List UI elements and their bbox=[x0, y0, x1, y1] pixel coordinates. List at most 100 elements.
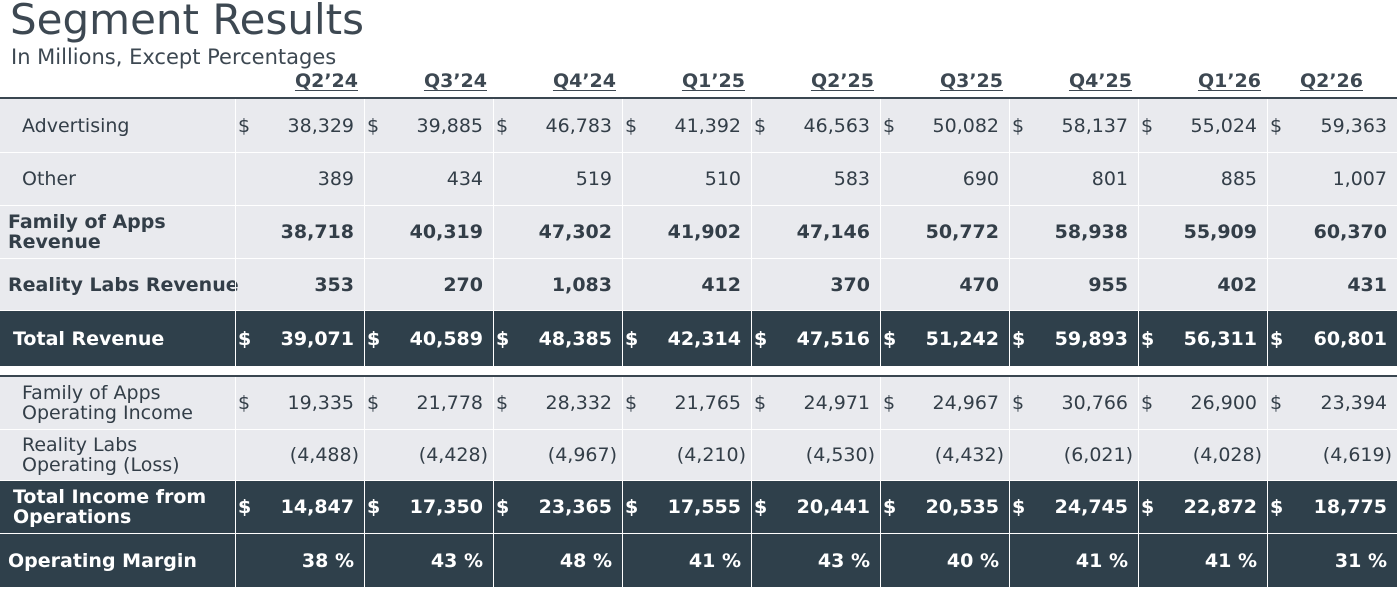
table-cell: 1,007 bbox=[1267, 153, 1397, 205]
page-title: Segment Results bbox=[10, 0, 365, 44]
currency-symbol: $ bbox=[1012, 327, 1026, 350]
table-cell: $39,071 bbox=[235, 311, 364, 366]
cell-value: 353 bbox=[314, 273, 354, 296]
table-cell: 510 bbox=[622, 153, 751, 205]
period-header: Q1’26 bbox=[1138, 70, 1267, 96]
table-cell: $40,589 bbox=[364, 311, 493, 366]
period-header: Q4’25 bbox=[1009, 70, 1138, 96]
cell-value: 24,967 bbox=[932, 392, 999, 414]
cell-value: 43 % bbox=[817, 549, 870, 572]
cell-value: 519 bbox=[575, 168, 612, 190]
cell-value: 20,441 bbox=[796, 496, 870, 518]
table-cell: (4,028) bbox=[1138, 430, 1267, 480]
table-cell: $20,441 bbox=[751, 481, 880, 533]
table-cell: $42,314 bbox=[622, 311, 751, 366]
table-cell: 47,302 bbox=[493, 206, 622, 258]
cell-value: 41,902 bbox=[667, 221, 741, 243]
cell-value: 40,589 bbox=[409, 327, 483, 350]
table-cell: (4,210) bbox=[622, 430, 751, 480]
cell-value: 38,718 bbox=[280, 221, 354, 243]
cell-value: 30,766 bbox=[1061, 392, 1128, 414]
currency-symbol: $ bbox=[1270, 327, 1284, 350]
table-cell: 412 bbox=[622, 259, 751, 310]
cell-value: 47,146 bbox=[796, 221, 870, 243]
table-cell: $39,885 bbox=[364, 99, 493, 152]
cell-value: 46,783 bbox=[545, 114, 612, 137]
currency-symbol: $ bbox=[238, 114, 251, 137]
cell-value: (4,028) bbox=[1192, 444, 1262, 466]
cell-value: 51,242 bbox=[925, 327, 999, 350]
cell-value: 690 bbox=[962, 168, 999, 190]
table-row: Operating Margin 38 % 43 % 48 % 41 % 43 % 40 %… bbox=[0, 534, 1397, 587]
currency-symbol: $ bbox=[496, 392, 509, 414]
row-label: Family of Apps Revenue bbox=[8, 211, 166, 253]
table-row: Family of Apps Operating Income $19,335 $21… bbox=[0, 377, 1397, 429]
cell-value: 402 bbox=[1217, 273, 1257, 296]
table-cell: 43 % bbox=[751, 534, 880, 587]
cell-value: 431 bbox=[1347, 273, 1387, 296]
table-cell: $14,847 bbox=[235, 481, 364, 533]
table-cell: (4,967) bbox=[493, 430, 622, 480]
cell-value: 59,893 bbox=[1054, 327, 1128, 350]
currency-symbol: $ bbox=[625, 327, 639, 350]
table-cell: 58,938 bbox=[1009, 206, 1138, 258]
cell-value: 56,311 bbox=[1183, 327, 1257, 350]
currency-symbol: $ bbox=[625, 496, 639, 518]
currency-symbol: $ bbox=[367, 392, 380, 414]
cell-value: 47,302 bbox=[538, 221, 612, 243]
currency-symbol: $ bbox=[883, 496, 897, 518]
cell-value: 31 % bbox=[1334, 549, 1387, 572]
cell-value: 50,772 bbox=[925, 221, 999, 243]
period-header-label: Q1’26 bbox=[1197, 70, 1261, 92]
period-header-label: Q3’25 bbox=[939, 70, 1003, 92]
period-header-label: Q4’25 bbox=[1068, 70, 1132, 92]
table-cell: $24,967 bbox=[880, 377, 1009, 429]
table-cell: 955 bbox=[1009, 259, 1138, 310]
currency-symbol: $ bbox=[238, 496, 252, 518]
table-cell: $21,765 bbox=[622, 377, 751, 429]
table-cell: $26,900 bbox=[1138, 377, 1267, 429]
cell-value: 270 bbox=[443, 273, 483, 296]
table-cell: $21,778 bbox=[364, 377, 493, 429]
top-divider bbox=[0, 97, 1397, 99]
currency-symbol: $ bbox=[367, 114, 380, 137]
table-cell: 40,319 bbox=[364, 206, 493, 258]
currency-symbol: $ bbox=[1012, 392, 1025, 414]
table-cell: 519 bbox=[493, 153, 622, 205]
table-cell: 43 % bbox=[364, 534, 493, 587]
cell-value: 470 bbox=[959, 273, 999, 296]
period-header: Q2’25 bbox=[751, 70, 880, 96]
row-label: Operating Margin bbox=[8, 549, 197, 572]
currency-symbol: $ bbox=[1270, 496, 1284, 518]
cell-value: 370 bbox=[830, 273, 870, 296]
cell-value: 55,024 bbox=[1190, 114, 1257, 137]
table-row: Other 389 434 519 510 583 690 801 885 1,007 bbox=[0, 153, 1397, 205]
table-cell: 48 % bbox=[493, 534, 622, 587]
cell-value: 41 % bbox=[1075, 549, 1128, 572]
currency-symbol: $ bbox=[1141, 392, 1154, 414]
table-cell: 41,902 bbox=[622, 206, 751, 258]
cell-value: (4,428) bbox=[418, 444, 488, 466]
table-cell: $58,137 bbox=[1009, 99, 1138, 152]
period-header: Q3’25 bbox=[880, 70, 1009, 96]
row-label: Other bbox=[22, 168, 76, 190]
currency-symbol: $ bbox=[883, 392, 896, 414]
cell-value: (4,619) bbox=[1322, 444, 1392, 466]
currency-symbol: $ bbox=[625, 392, 638, 414]
currency-symbol: $ bbox=[625, 114, 638, 137]
cell-value: 24,971 bbox=[803, 392, 870, 414]
cell-value: 389 bbox=[317, 168, 354, 190]
table-cell: $24,971 bbox=[751, 377, 880, 429]
table-cell: 50,772 bbox=[880, 206, 1009, 258]
table-cell: 47,146 bbox=[751, 206, 880, 258]
table-cell: $51,242 bbox=[880, 311, 1009, 366]
table-cell: 885 bbox=[1138, 153, 1267, 205]
currency-symbol: $ bbox=[1141, 114, 1154, 137]
cell-value: 434 bbox=[446, 168, 483, 190]
currency-symbol: $ bbox=[883, 114, 896, 137]
currency-symbol: $ bbox=[754, 327, 768, 350]
table-cell: (4,530) bbox=[751, 430, 880, 480]
table-cell: $50,082 bbox=[880, 99, 1009, 152]
cell-value: 23,365 bbox=[538, 496, 612, 518]
table-cell: 431 bbox=[1267, 259, 1397, 310]
